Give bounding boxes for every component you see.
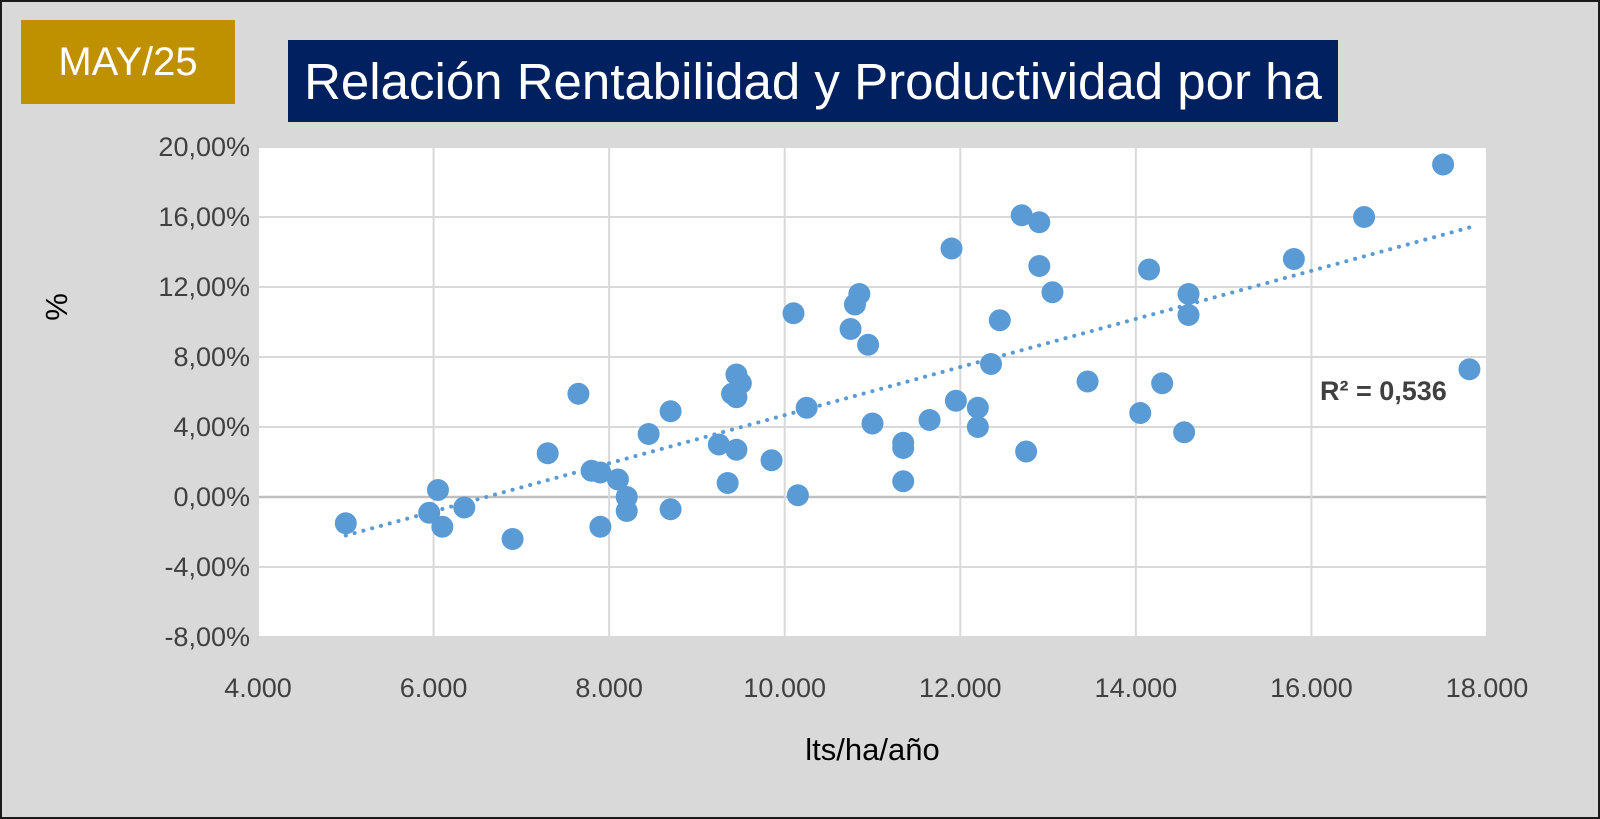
data-points [334, 153, 1481, 550]
data-point [606, 468, 629, 491]
data-point [786, 484, 809, 507]
data-point [567, 382, 590, 405]
data-point [892, 431, 915, 454]
y-tick-label: 20,00% [158, 132, 250, 162]
x-tick-label: 10.000 [743, 673, 826, 703]
r-squared-label: R² = 0,536 [1320, 376, 1447, 406]
x-tick-label: 12.000 [919, 673, 1002, 703]
trendline-group [343, 225, 1472, 538]
data-point [839, 318, 862, 340]
x-tick-label: 14.000 [1095, 673, 1178, 703]
data-point [589, 515, 612, 538]
data-point [536, 442, 559, 465]
y-tick-label: 16,00% [158, 202, 250, 232]
data-point [1041, 281, 1064, 304]
data-point [589, 461, 612, 484]
x-tick-label: 6.000 [400, 673, 468, 703]
data-point [782, 302, 805, 325]
data-point [725, 438, 748, 461]
data-point [1432, 153, 1455, 176]
x-tick-label: 16.000 [1270, 673, 1353, 703]
data-point [988, 309, 1011, 332]
data-point [431, 515, 454, 538]
x-axis-ticks: 4.000 6.000 8.000 10.000 12.000 14.000 16.000 1… [224, 673, 1528, 703]
x-tick-label: 4.000 [224, 673, 292, 703]
y-tick-label: 0,00% [173, 482, 250, 512]
data-point [940, 237, 963, 260]
y-axis-title: % [39, 293, 74, 321]
data-point [1177, 283, 1200, 305]
data-point [334, 512, 357, 535]
data-point [848, 283, 871, 305]
y-tick-label: 12,00% [158, 272, 250, 302]
y-tick-label: -8,00% [164, 622, 250, 652]
data-point [1076, 370, 1099, 393]
data-point [501, 528, 524, 550]
data-point [1129, 402, 1152, 424]
data-point [659, 498, 682, 521]
data-point [795, 396, 818, 419]
data-point [1177, 304, 1200, 326]
y-tick-label: 8,00% [173, 342, 250, 372]
data-point [966, 416, 989, 438]
data-point [1282, 248, 1305, 270]
data-point [453, 496, 476, 519]
data-point [857, 333, 880, 356]
y-tick-label: -4,00% [164, 552, 250, 582]
date-badge: MAY/25 [21, 20, 235, 104]
data-point [1015, 440, 1038, 463]
data-point [1353, 206, 1376, 228]
data-point [966, 396, 989, 419]
data-point [1138, 258, 1161, 281]
data-point [615, 500, 638, 522]
data-point [637, 423, 660, 445]
data-point [918, 409, 941, 431]
x-axis-title: lts/ha/año [805, 732, 939, 767]
data-point [892, 470, 915, 493]
data-point [1028, 255, 1051, 277]
data-point [1173, 421, 1196, 444]
data-point [1010, 204, 1033, 227]
data-point [426, 479, 449, 501]
trendline [343, 225, 1472, 538]
data-point [659, 400, 682, 423]
data-point [760, 449, 783, 472]
data-point [861, 412, 884, 435]
data-point [980, 353, 1003, 375]
data-point [1151, 372, 1174, 395]
chart-title: Relación Rentabilidad y Productividad po… [288, 40, 1338, 122]
data-point [729, 372, 752, 395]
y-tick-label: 4,00% [173, 412, 250, 442]
data-point [1458, 358, 1481, 381]
data-point [418, 501, 441, 524]
x-tick-label: 18.000 [1446, 673, 1529, 703]
data-point [1028, 211, 1051, 234]
data-point [707, 433, 730, 456]
data-point [944, 389, 967, 412]
y-axis-ticks: -8,00% -4,00% 0,00% 4,00% 8,00% 12,00% 16,00% 2… [158, 132, 250, 652]
x-tick-label: 8.000 [575, 673, 643, 703]
data-point [716, 472, 739, 494]
